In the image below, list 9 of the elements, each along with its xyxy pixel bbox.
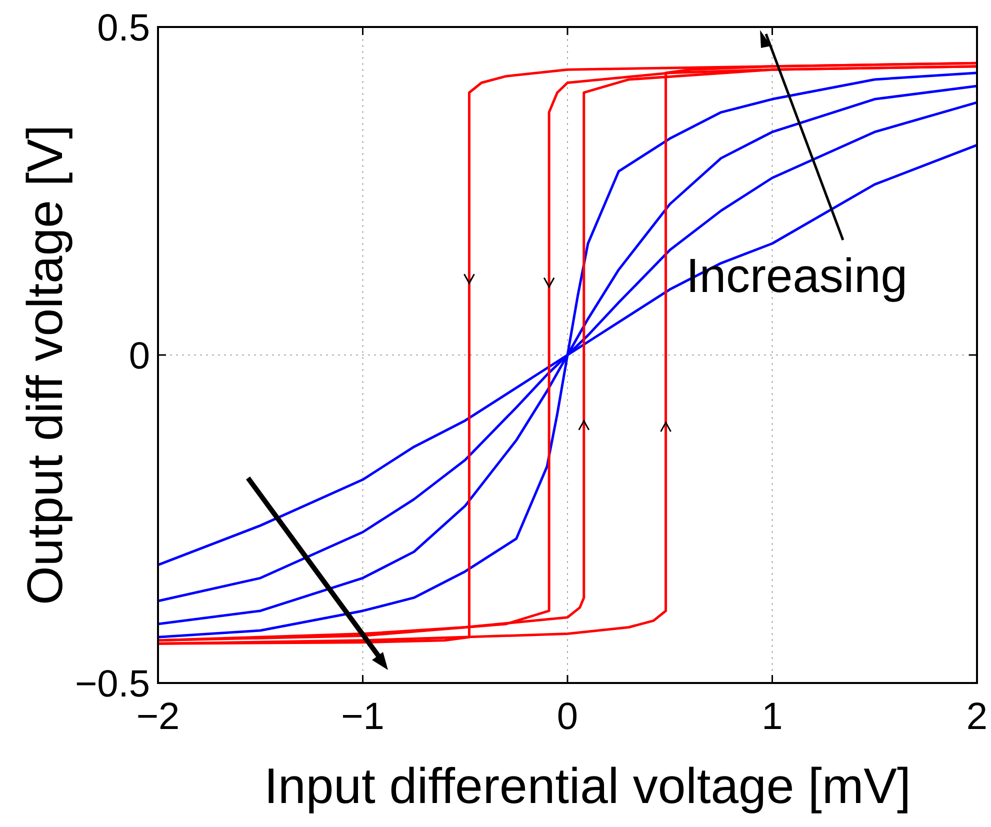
x-tick-label: 1 — [762, 696, 783, 738]
annotation: Increasing — [686, 250, 908, 303]
x-tick-label: 0 — [556, 696, 578, 738]
x-tick-label: −1 — [341, 696, 384, 738]
x-tick-label: 2 — [966, 696, 988, 738]
y-axis-title: Output diff voltage [V] — [17, 125, 73, 605]
y-tick-label: 0 — [128, 335, 150, 378]
y-tick-label: 0.5 — [97, 7, 150, 50]
x-axis-title: Input differential voltage [mV] — [264, 758, 911, 814]
